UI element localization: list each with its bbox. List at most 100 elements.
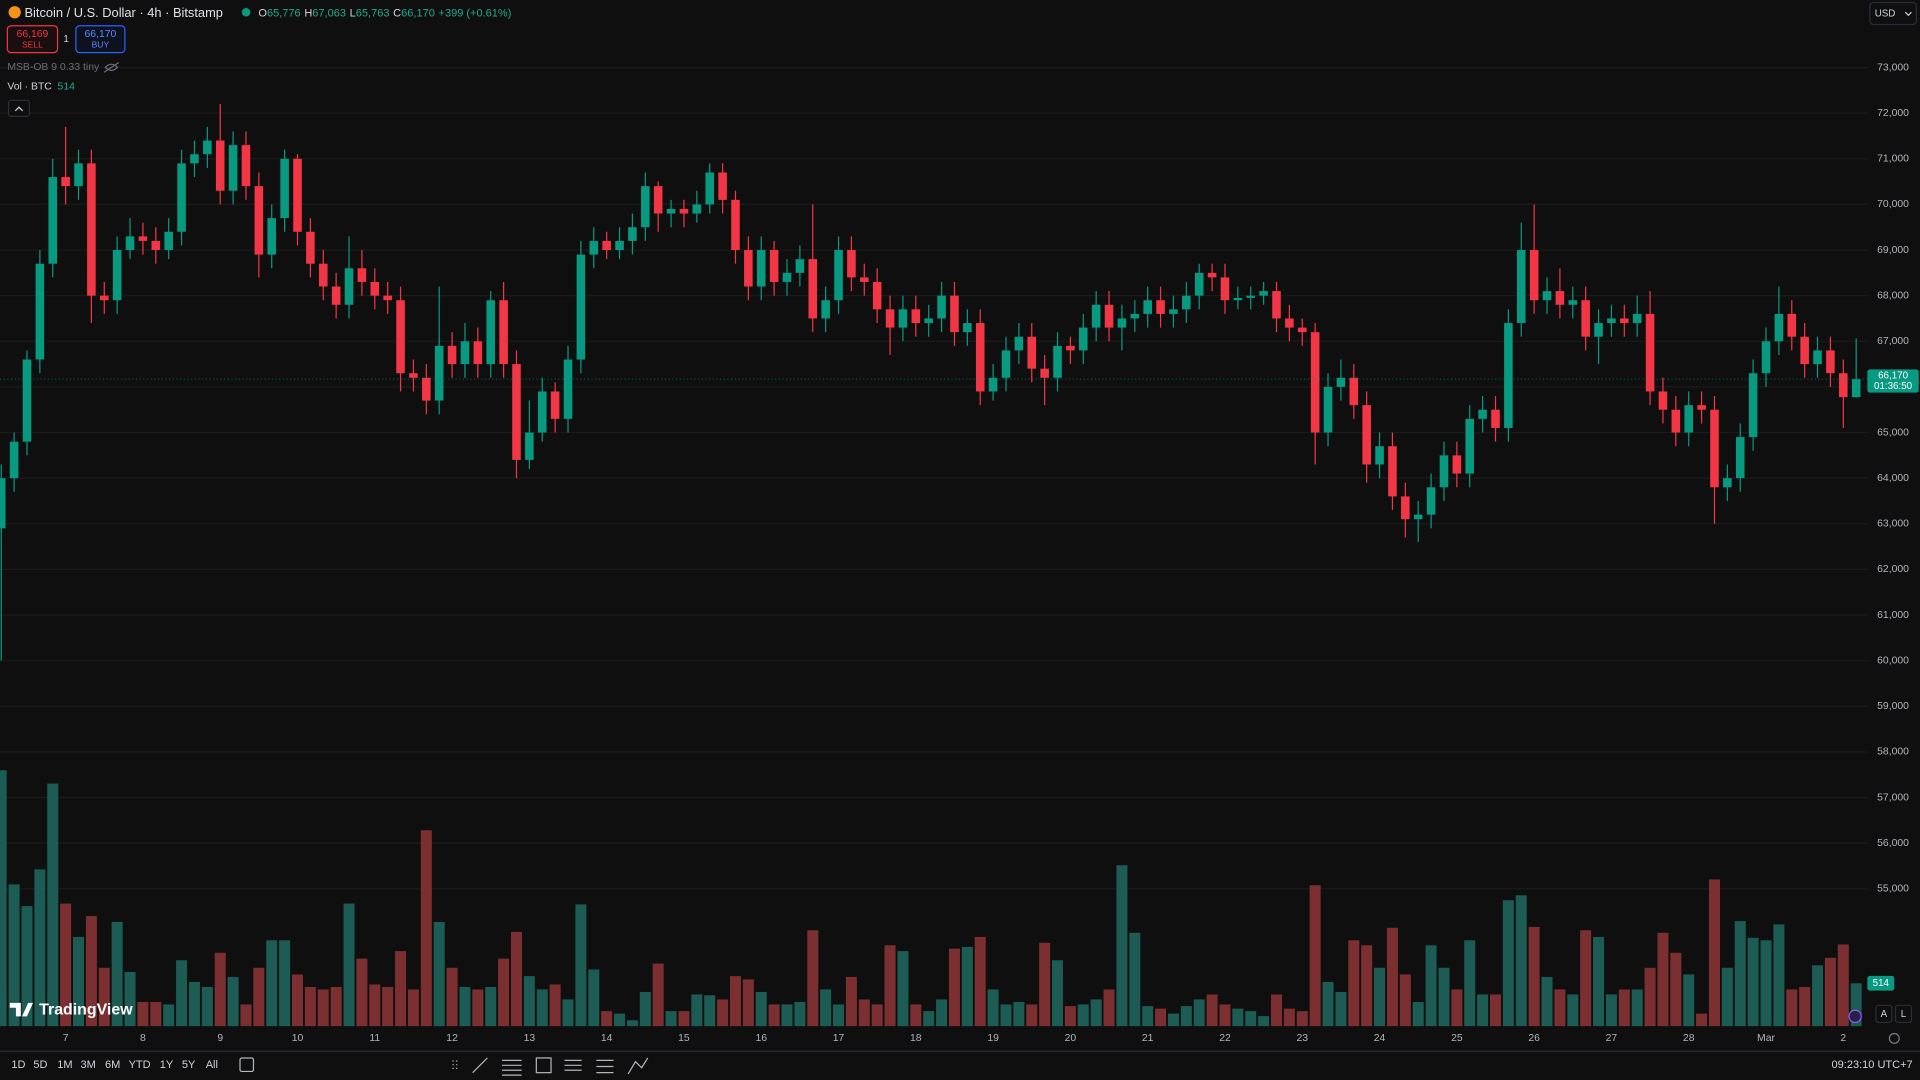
rect-tool[interactable] <box>535 1057 552 1074</box>
currency-chevron[interactable] <box>1904 11 1912 17</box>
range-button[interactable]: 1Y <box>160 1059 174 1071</box>
candle-body <box>422 377 431 401</box>
sell-price[interactable]: 66,169 <box>17 29 49 40</box>
channel-tool[interactable] <box>564 1059 582 1071</box>
sell-box[interactable] <box>6 25 59 54</box>
currency[interactable]: USD <box>1875 9 1896 20</box>
auto-label[interactable]: A <box>1881 1009 1888 1020</box>
volume-bar <box>704 995 716 1027</box>
candle-body <box>834 250 843 301</box>
settings-icon[interactable] <box>1888 1032 1900 1044</box>
volume-bar <box>1013 1001 1025 1027</box>
volume-bar <box>678 1011 690 1027</box>
indicator-msb[interactable]: MSB-OB 9 0.33 tiny <box>7 62 100 73</box>
candle-body <box>744 250 753 287</box>
volume-bar <box>1541 976 1553 1027</box>
pitchfork-tool[interactable] <box>596 1059 614 1074</box>
volume-bar <box>1348 940 1360 1027</box>
volume-bar <box>1721 967 1733 1027</box>
candle-body <box>653 186 663 214</box>
volume-bar <box>729 976 741 1027</box>
candle-body <box>1272 291 1281 319</box>
volume-bar <box>923 1011 935 1027</box>
buy-button[interactable]: 66,170 BUY <box>75 25 126 54</box>
eye-icon[interactable] <box>103 61 120 73</box>
buy-label[interactable]: BUY <box>92 40 110 50</box>
range-button[interactable]: 6M <box>105 1059 120 1071</box>
volume-bar <box>1799 986 1811 1027</box>
candle-body <box>1465 418 1475 474</box>
volume-bar <box>1644 967 1656 1027</box>
collapse-button[interactable] <box>7 99 30 117</box>
volume-bar <box>575 904 587 1027</box>
sell-label[interactable]: SELL <box>22 40 43 50</box>
volume-bar <box>871 1004 883 1027</box>
volume-bar <box>820 989 832 1027</box>
assistant-icon[interactable] <box>1848 1009 1862 1024</box>
buy-box[interactable] <box>75 25 126 54</box>
volume-bar <box>1464 940 1476 1027</box>
candle-body <box>924 318 933 324</box>
volume-bar <box>1142 1006 1154 1027</box>
candle-body <box>1426 487 1436 515</box>
x-tick-label: 22 <box>1219 1033 1231 1044</box>
log-label[interactable]: L <box>1901 1009 1907 1020</box>
range-button[interactable]: 5Y <box>182 1059 196 1071</box>
trendline-tool[interactable] <box>472 1057 488 1074</box>
range-button[interactable]: All <box>206 1059 218 1071</box>
range-button[interactable]: 3M <box>81 1059 96 1071</box>
log-button[interactable] <box>1894 1004 1913 1024</box>
currency-button[interactable] <box>1869 1 1917 26</box>
fib-tool[interactable] <box>502 1059 522 1076</box>
range-button[interactable]: YTD <box>129 1059 151 1071</box>
candle-body <box>950 295 959 333</box>
candle-body <box>331 286 341 305</box>
candle-body <box>306 231 315 264</box>
range-button[interactable]: 1D <box>11 1059 25 1071</box>
x-tick-label: 26 <box>1528 1033 1540 1044</box>
candle-body <box>1710 409 1719 488</box>
candle-body <box>1285 318 1294 328</box>
candle-body <box>1607 318 1616 324</box>
volume-bar <box>1477 994 1489 1027</box>
volume-bar <box>304 986 316 1027</box>
candle-body <box>434 345 444 401</box>
candle-body <box>1774 313 1784 342</box>
volume-bar <box>1554 989 1566 1027</box>
quantity[interactable]: 1 <box>63 34 68 45</box>
buy-price[interactable]: 66,170 <box>85 29 117 40</box>
volume-bar <box>936 999 948 1027</box>
range-button[interactable]: 1M <box>57 1059 72 1071</box>
auto-button[interactable] <box>1875 1004 1893 1024</box>
candle-body <box>1658 391 1668 410</box>
sell-button[interactable]: 66,169 SELL <box>6 25 59 54</box>
candle-body <box>99 295 109 301</box>
x-tick-label: Mar <box>1757 1033 1775 1044</box>
candle-body <box>885 309 895 328</box>
volume-bar <box>1000 1004 1012 1027</box>
volume-bar <box>1232 1008 1244 1027</box>
indicator-vol[interactable]: Vol · BTC <box>7 82 52 93</box>
o-value: 65,776 <box>267 7 301 19</box>
brush-tool[interactable] <box>627 1057 649 1075</box>
candle-body <box>215 140 225 191</box>
volume-bar <box>291 974 304 1027</box>
x-tick-label: 14 <box>601 1033 613 1044</box>
volume-bar <box>266 940 278 1027</box>
calendar-icon[interactable] <box>239 1057 255 1073</box>
volume-bar <box>1206 994 1218 1027</box>
candle-body <box>1310 332 1320 433</box>
volume-bar <box>1734 921 1746 1027</box>
range-button[interactable]: 5D <box>33 1059 47 1071</box>
collapse-icon[interactable] <box>14 106 24 112</box>
candle-body <box>267 218 277 255</box>
candle-body <box>1620 318 1629 324</box>
candle-body <box>1529 250 1539 301</box>
volume-bar <box>1077 1004 1089 1027</box>
candle-body <box>35 263 45 360</box>
volume-bar <box>176 960 188 1027</box>
candle-body <box>190 154 199 164</box>
volume-bar <box>395 951 407 1027</box>
tools-grip <box>452 1060 458 1071</box>
volume-bar <box>356 958 368 1027</box>
